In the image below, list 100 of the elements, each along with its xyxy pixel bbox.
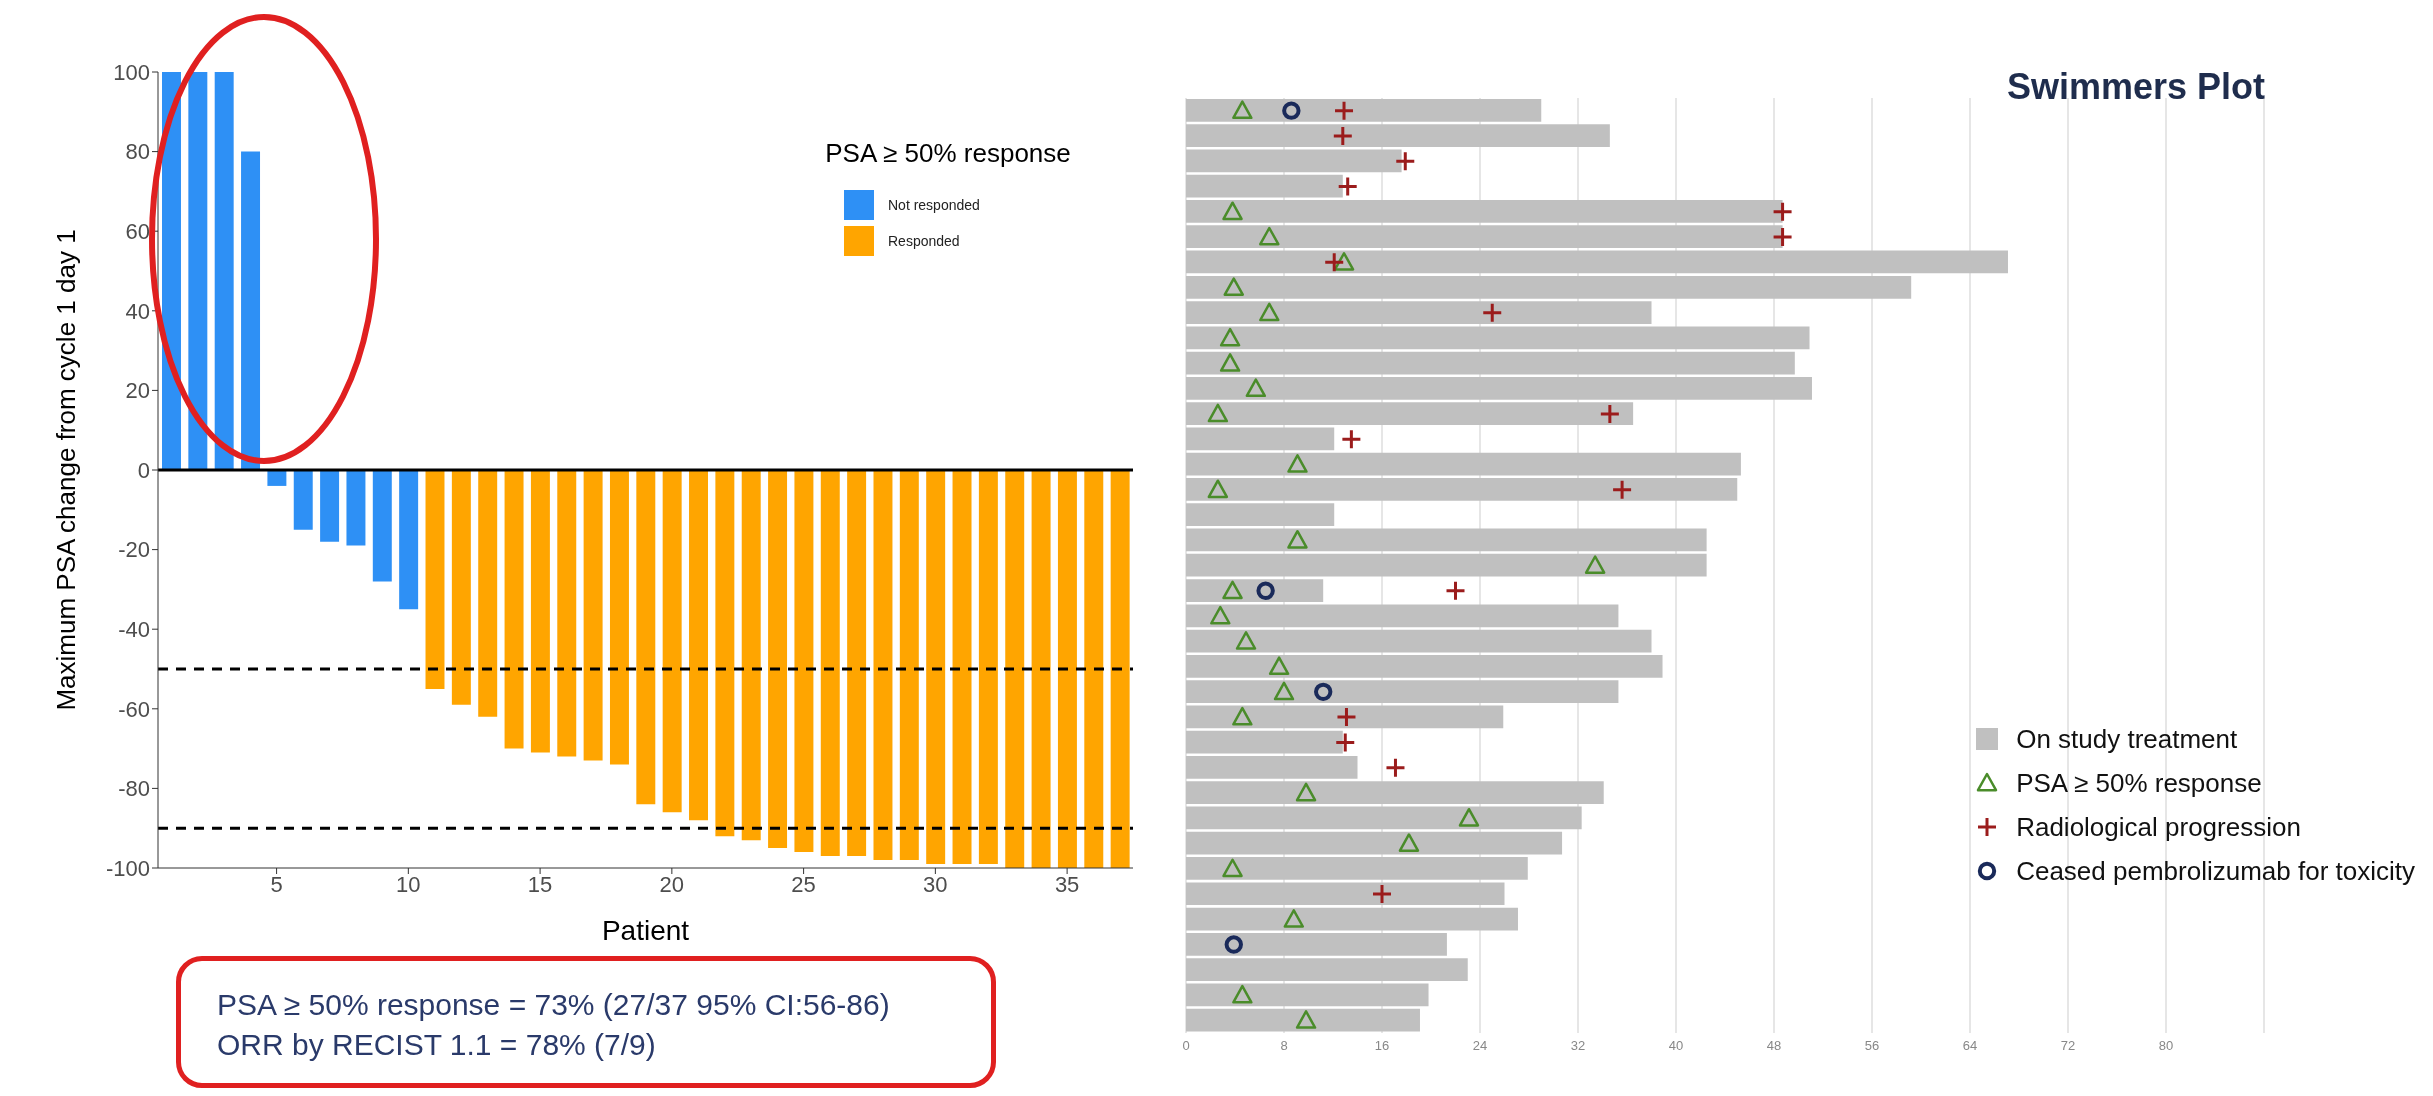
- point: [1371, 883, 1393, 905]
- bar: [768, 470, 788, 849]
- bar: [1186, 831, 1563, 855]
- bar: [794, 470, 814, 853]
- y-tick-label: 0: [137, 457, 150, 483]
- bar: [1186, 174, 1343, 198]
- chart-title: Swimmers Plot: [2006, 66, 2265, 108]
- bar: [1186, 301, 1652, 324]
- point: [1334, 731, 1356, 753]
- point: [1232, 100, 1253, 120]
- bar: [715, 470, 735, 837]
- bar: [1186, 604, 1619, 628]
- bar: [1186, 629, 1652, 653]
- bar: [820, 470, 840, 857]
- bar: [1186, 503, 1335, 527]
- bar: [372, 470, 392, 582]
- x-tick-label: 72: [2060, 1038, 2076, 1054]
- bar: [1005, 470, 1025, 868]
- point: [1295, 782, 1317, 802]
- point: [1282, 101, 1301, 120]
- x-tick-label: 25: [791, 871, 816, 897]
- point: [1481, 302, 1503, 324]
- bar: [1186, 553, 1707, 577]
- bar: [1186, 478, 1738, 501]
- point: [1219, 327, 1241, 347]
- point: [1259, 226, 1280, 246]
- bar: [1186, 1008, 1420, 1032]
- bar: [847, 470, 867, 857]
- bar: [1186, 958, 1468, 981]
- bar: [873, 470, 893, 861]
- point: [1394, 150, 1416, 172]
- legend-label: Not responded: [888, 197, 980, 213]
- bar: [636, 470, 656, 805]
- bar: [689, 470, 708, 821]
- y-tick-label: 60: [125, 219, 150, 245]
- bar: [399, 470, 419, 610]
- bar: [662, 470, 682, 813]
- legend-label: On study treatment: [2016, 723, 2238, 755]
- y-tick-label: 80: [125, 139, 150, 165]
- bar: [1186, 351, 1795, 375]
- bar: [609, 470, 629, 765]
- bar: [162, 72, 181, 470]
- bar: [1186, 326, 1810, 350]
- point: [1222, 580, 1243, 600]
- point: [1256, 581, 1275, 600]
- legend-label: Radiological progression: [2016, 811, 2301, 843]
- bar: [1186, 907, 1518, 931]
- bar: [1186, 932, 1447, 956]
- x-tick-label: 80: [2158, 1038, 2174, 1054]
- point: [1219, 353, 1241, 372]
- point: [1458, 807, 1480, 827]
- point: [1445, 580, 1466, 602]
- point: [1333, 100, 1355, 122]
- bar: [504, 470, 524, 749]
- point: [1210, 605, 1231, 625]
- y-tick-label: -20: [118, 537, 150, 563]
- legend-label: Responded: [888, 233, 960, 249]
- x-tick-label: 5: [270, 871, 283, 897]
- bar: [741, 470, 761, 841]
- bar: [1186, 275, 1912, 299]
- bar: [1186, 806, 1582, 830]
- bar: [1186, 730, 1343, 754]
- y-tick-label: 20: [125, 378, 150, 404]
- point: [1287, 529, 1308, 549]
- bar: [1186, 427, 1335, 451]
- bar: [1186, 654, 1663, 678]
- point: [1223, 277, 1245, 296]
- x-tick-label: 40: [1668, 1038, 1684, 1054]
- bar: [214, 72, 234, 470]
- y-tick-label: -40: [118, 617, 150, 643]
- point: [1245, 378, 1267, 398]
- bar: [1186, 452, 1741, 476]
- point: [1268, 656, 1290, 676]
- bar: [451, 470, 471, 705]
- x-tick-label: 30: [923, 871, 948, 897]
- bar: [241, 151, 261, 470]
- x-axis-title: Patient: [601, 915, 690, 946]
- point: [1207, 403, 1229, 423]
- point: [1323, 251, 1345, 273]
- bar: [1031, 470, 1051, 868]
- point: [1224, 935, 1243, 954]
- y-tick-label: -60: [118, 696, 150, 722]
- bar: [1186, 882, 1505, 906]
- bar: [1186, 528, 1707, 552]
- bar: [1186, 983, 1429, 1007]
- x-tick-label: 10: [396, 871, 421, 897]
- legend-title: PSA ≥ 50% response: [824, 138, 1072, 169]
- point: [1611, 479, 1633, 501]
- point: [1222, 858, 1243, 878]
- bar: [1186, 124, 1610, 148]
- bar: [425, 470, 445, 689]
- point: [1772, 201, 1794, 223]
- y-tick-label: 40: [125, 298, 150, 324]
- text: PSA ≥ 50% response = 73% (27/37 95% CI:56-86): [217, 987, 891, 1023]
- point: [1222, 201, 1243, 221]
- y-tick-label: -80: [118, 776, 150, 802]
- bar: [1110, 470, 1130, 868]
- point: [1287, 454, 1308, 473]
- bar: [583, 470, 603, 761]
- legend-label: Ceased pembrolizumab for toxicity: [2016, 855, 2415, 887]
